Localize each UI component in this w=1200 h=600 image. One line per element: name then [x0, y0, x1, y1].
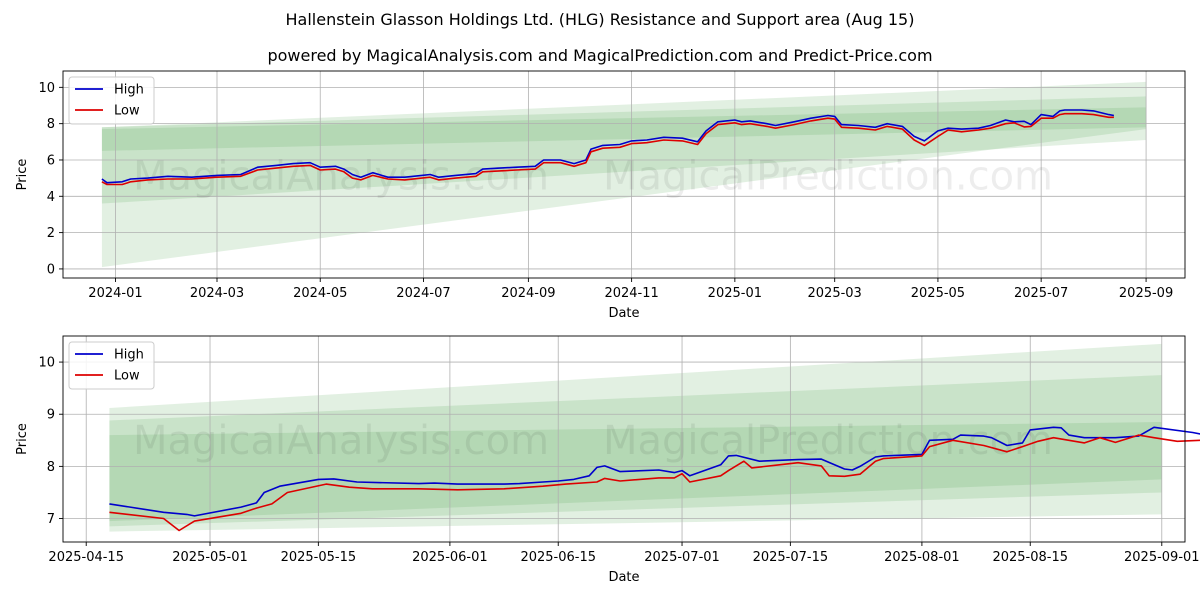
series-line-low	[101, 112, 1114, 186]
series-line-low	[109, 434, 1200, 532]
x-tick-label: 2024-07	[396, 286, 450, 301]
watermark-text: MagicalPrediction.com	[603, 154, 1053, 200]
series-line-high	[109, 426, 1200, 517]
legend: High Low	[68, 341, 155, 390]
chart-panel-2: MagicalAnalysis.com MagicalPrediction.com…	[15, 335, 1200, 585]
legend-label-high: High	[114, 83, 144, 98]
y-tick-label: 10	[38, 356, 55, 371]
y-tick-label: 2	[47, 226, 55, 241]
x-tick-label: 2024-11	[604, 286, 658, 301]
y-axis-label: Price	[15, 423, 30, 455]
y-tick-label: 8	[47, 117, 55, 132]
series-line-high	[101, 109, 1115, 184]
band-1-1	[101, 81, 1147, 268]
chart-panel-1: MagicalAnalysis.com MagicalPrediction.com…	[15, 70, 1186, 321]
x-tick-label: 2025-06-01	[412, 550, 488, 565]
legend-label-high: High	[114, 348, 144, 363]
y-tick-label: 0	[47, 262, 55, 277]
x-tick-label: 2024-01	[88, 286, 142, 301]
x-tick-label: 2025-05	[911, 286, 965, 301]
x-tick-label: 2024-05	[293, 286, 347, 301]
y-tick-label: 9	[47, 408, 55, 423]
x-tick-label: 2025-08-01	[884, 550, 960, 565]
x-tick-label: 2025-07	[1014, 286, 1068, 301]
x-tick-label: 2025-06-15	[520, 550, 596, 565]
x-tick-label: 2025-04-15	[48, 550, 124, 565]
y-tick-label: 10	[38, 81, 55, 96]
y-axis-label: Price	[15, 159, 30, 191]
chart-subtitle: powered by MagicalAnalysis.com and Magic…	[267, 46, 933, 65]
y-tick-label: 4	[47, 190, 55, 205]
y-tick-label: 8	[47, 460, 55, 475]
y-tick-label: 6	[47, 153, 55, 168]
plot-frame	[62, 335, 1186, 543]
x-tick-label: 2024-09	[501, 286, 555, 301]
legend-label-low: Low	[114, 369, 140, 384]
x-tick-label: 2025-07-01	[644, 550, 720, 565]
x-tick-label: 2025-09-01	[1124, 550, 1200, 565]
x-tick-label: 2025-03	[808, 286, 862, 301]
x-axis-label: Date	[608, 306, 639, 321]
band-2-1	[109, 343, 1162, 532]
x-tick-label: 2025-05-01	[172, 550, 248, 565]
x-tick-label: 2025-05-15	[281, 550, 357, 565]
legend-label-low: Low	[114, 104, 140, 119]
watermark-text: MagicalPrediction.com	[603, 418, 1053, 464]
x-tick-label: 2025-07-15	[753, 550, 829, 565]
x-tick-label: 2025-08-15	[992, 550, 1068, 565]
band-1-3	[101, 107, 1147, 151]
x-tick-label: 2025-09	[1119, 286, 1173, 301]
x-axis-label: Date	[608, 570, 639, 585]
y-tick-label: 7	[47, 512, 55, 527]
watermark-text: MagicalAnalysis.com	[133, 418, 549, 464]
legend: High Low	[68, 76, 155, 125]
chart-title: Hallenstein Glasson Holdings Ltd. (HLG) …	[285, 10, 915, 29]
x-tick-label: 2024-03	[190, 286, 244, 301]
plot-frame	[62, 70, 1186, 279]
x-tick-label: 2025-01	[708, 286, 762, 301]
